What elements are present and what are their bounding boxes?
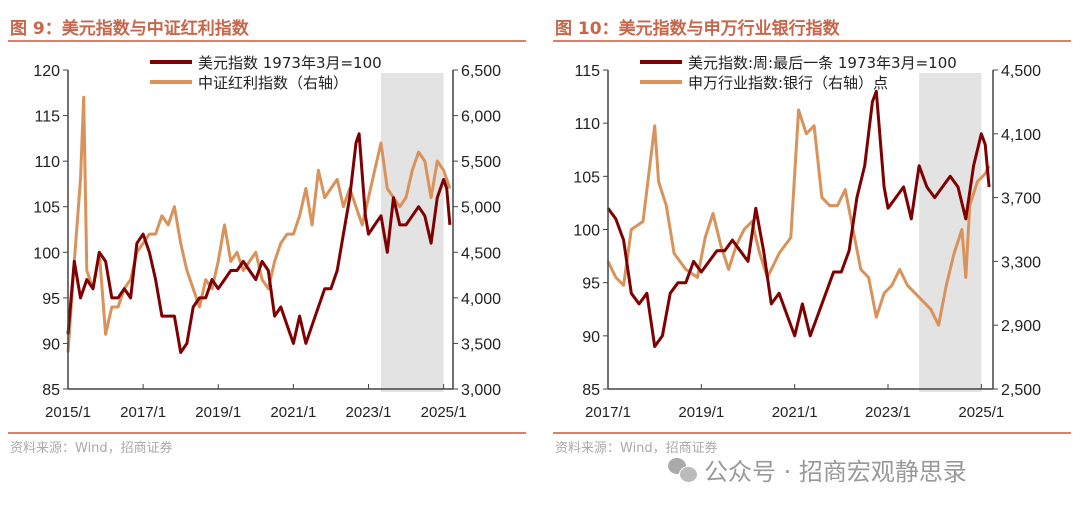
shaded-period bbox=[919, 73, 982, 392]
figure-9-bottom-rule bbox=[8, 432, 526, 434]
chart-1: 85 90 95 100 105 110 115 120 3,000 3,500 4,000 4,50… bbox=[33, 54, 501, 421]
y-left-tick-label: 100 bbox=[33, 245, 60, 262]
y-right-tick-label: 4,100 bbox=[1001, 127, 1041, 144]
legend-label: 美元指数 1973年3月=100 bbox=[198, 54, 382, 72]
y-left-tick-label: 110 bbox=[574, 116, 600, 133]
x-tick-label: 2021/1 bbox=[772, 404, 818, 421]
legend-label: 中证红利指数（右轴） bbox=[198, 74, 348, 92]
legend-label: 申万行业指数:银行（右轴）点 bbox=[688, 74, 888, 92]
x-tick-label: 2017/1 bbox=[120, 404, 166, 421]
y-left-tick-label: 85 bbox=[582, 382, 600, 399]
y-right-tick-label: 3,300 bbox=[1001, 254, 1041, 271]
series-line-usd-index bbox=[606, 89, 991, 348]
x-tick-label: 2023/1 bbox=[346, 404, 392, 421]
watermark-text: 公众号 · 招商宏观静思录 bbox=[704, 458, 967, 486]
x-tick-label: 2019/1 bbox=[678, 404, 724, 421]
y-right-tick-label: 6,000 bbox=[461, 109, 501, 126]
y-left-tick-label: 90 bbox=[42, 336, 60, 353]
x-tick-label: 2025/1 bbox=[958, 404, 1004, 421]
legend-label: 美元指数:周:最后一条 1973年3月=100 bbox=[688, 54, 957, 72]
x-tick-label: 2017/1 bbox=[585, 404, 631, 421]
y-left-tick-label: 105 bbox=[33, 200, 60, 217]
y-right-tick-label: 5,000 bbox=[461, 200, 501, 217]
y-left-tick-label: 85 bbox=[42, 382, 60, 399]
series-line-right-axis-index bbox=[606, 108, 991, 327]
y-right-tick-label: 2,900 bbox=[1001, 318, 1041, 335]
series-line-usd-index bbox=[66, 132, 452, 354]
y-right-tick-label: 3,700 bbox=[1001, 191, 1041, 208]
y-left-tick-label: 100 bbox=[573, 223, 600, 240]
chart-2: 85 90 95 100 105 110 115 2,500 2,900 3,300 3,700 4,… bbox=[573, 54, 1041, 421]
y-right-tick-label: 2,500 bbox=[1001, 382, 1041, 399]
y-right-tick-label: 4,000 bbox=[461, 291, 501, 308]
figure-9-top-rule bbox=[8, 40, 526, 42]
y-right-tick-label: 4,500 bbox=[461, 245, 501, 262]
y-left-tick-label: 120 bbox=[33, 63, 60, 80]
y-right-tick-label: 5,500 bbox=[461, 154, 501, 171]
figure-9-source: 资料来源：Wind，招商证券 bbox=[10, 441, 173, 456]
y-left-tick-label: 95 bbox=[582, 276, 600, 293]
series-line-right-axis-index bbox=[66, 95, 452, 353]
y-right-tick-label: 6,500 bbox=[461, 63, 501, 80]
figure-9-panel: 图 9：美元指数与中证红利指数 资料来源：Wind，招商证券 bbox=[0, 0, 530, 514]
y-left-tick-label: 115 bbox=[34, 109, 60, 126]
y-right-tick-label: 3,000 bbox=[461, 382, 501, 399]
figure-10-panel: 图 10：美元指数与申万行业银行指数 资料来源：Wind，招商证券 bbox=[545, 0, 1075, 514]
x-tick-label: 2015/1 bbox=[45, 404, 91, 421]
figure-10-top-rule bbox=[553, 40, 1071, 42]
figure-10-bottom-rule bbox=[553, 432, 1071, 434]
y-left-tick-label: 95 bbox=[42, 291, 60, 308]
y-right-tick-label: 4,500 bbox=[1001, 63, 1041, 80]
figure-9-title: 图 9：美元指数与中证红利指数 bbox=[10, 19, 249, 39]
y-left-tick-label: 105 bbox=[573, 169, 600, 186]
y-left-tick-label: 90 bbox=[582, 329, 600, 346]
figure-10-title: 图 10：美元指数与申万行业银行指数 bbox=[555, 19, 840, 39]
watermark: 公众号 · 招商宏观静思录 bbox=[668, 452, 967, 487]
wechat-icon bbox=[668, 457, 698, 483]
y-right-tick-label: 3,500 bbox=[461, 336, 501, 353]
x-tick-label: 2025/1 bbox=[421, 404, 467, 421]
y-left-tick-label: 110 bbox=[34, 154, 60, 171]
x-tick-label: 2021/1 bbox=[270, 404, 316, 421]
x-tick-label: 2019/1 bbox=[195, 404, 241, 421]
y-left-tick-label: 115 bbox=[574, 63, 600, 80]
figure-10-source: 资料来源：Wind，招商证券 bbox=[555, 441, 718, 456]
x-tick-label: 2023/1 bbox=[865, 404, 911, 421]
